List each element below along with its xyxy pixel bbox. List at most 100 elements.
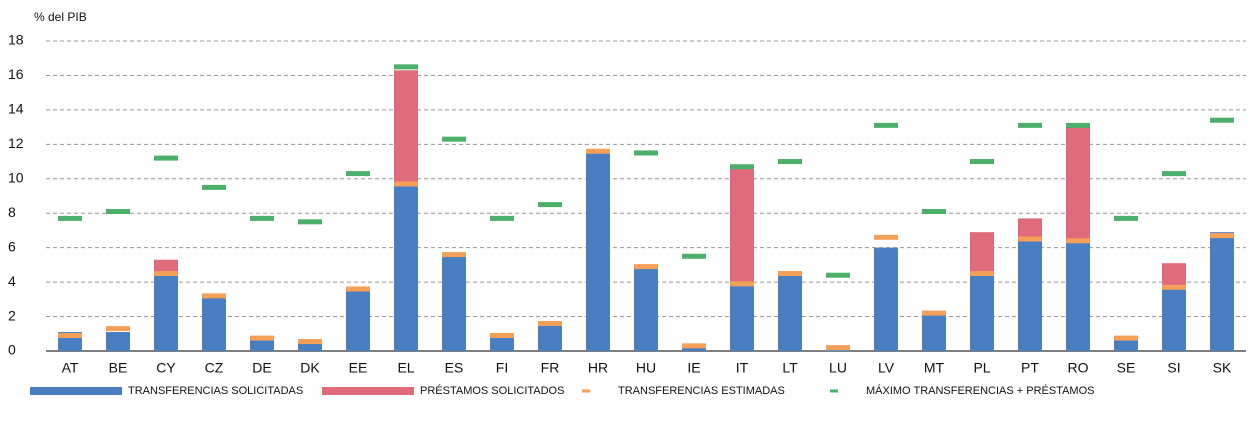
marker bbox=[490, 333, 514, 338]
y-tick-label: 8 bbox=[8, 204, 16, 220]
bar bbox=[442, 254, 466, 351]
legend-label: MÁXIMO TRANSFERENCIAS + PRÉSTAMOS bbox=[866, 384, 1095, 397]
bar bbox=[730, 168, 754, 284]
bar bbox=[1162, 287, 1186, 351]
y-tick-label: 16 bbox=[8, 66, 24, 82]
x-tick-label: SE bbox=[1117, 360, 1136, 376]
marker bbox=[538, 320, 562, 326]
x-tick-label: CZ bbox=[205, 360, 224, 376]
marker bbox=[106, 209, 130, 214]
bar bbox=[586, 151, 610, 351]
x-tick-label: HU bbox=[636, 360, 656, 376]
marker bbox=[250, 215, 274, 221]
legend-label: TRANSFERENCIAS ESTIMADAS bbox=[618, 385, 785, 397]
marker bbox=[442, 252, 466, 258]
x-tick-label: SK bbox=[1213, 360, 1232, 376]
marker bbox=[778, 271, 802, 276]
y-tick-label: 12 bbox=[8, 135, 24, 151]
marker bbox=[874, 122, 898, 128]
marker bbox=[922, 209, 946, 214]
y-tick-label: 6 bbox=[8, 238, 16, 254]
marker bbox=[874, 234, 898, 240]
marker bbox=[442, 136, 466, 142]
y-tick-label: 2 bbox=[8, 307, 16, 323]
x-tick-label: FR bbox=[541, 360, 560, 376]
legend-label: PRÉSTAMOS SOLICITADOS bbox=[420, 384, 564, 397]
marker bbox=[634, 150, 658, 156]
x-tick-label: IT bbox=[736, 360, 749, 376]
marker bbox=[1018, 236, 1042, 242]
bar bbox=[1066, 127, 1090, 241]
marker bbox=[682, 253, 706, 259]
marker bbox=[970, 159, 994, 165]
bar bbox=[106, 332, 130, 351]
bar bbox=[1018, 239, 1042, 351]
marker bbox=[970, 271, 994, 276]
y-tick-label: 0 bbox=[8, 342, 16, 358]
marker bbox=[586, 148, 610, 154]
marker bbox=[298, 339, 322, 345]
bar bbox=[1162, 263, 1186, 288]
x-tick-label: LU bbox=[829, 360, 847, 376]
bar bbox=[1066, 240, 1090, 351]
bar bbox=[490, 337, 514, 351]
marker bbox=[154, 155, 178, 161]
x-tick-label: FI bbox=[496, 360, 508, 376]
bar bbox=[1018, 218, 1042, 240]
bar bbox=[538, 323, 562, 351]
marker bbox=[922, 310, 946, 316]
bar bbox=[922, 313, 946, 351]
bar bbox=[634, 266, 658, 351]
y-tick-label: 18 bbox=[8, 32, 24, 48]
x-tick-label: IE bbox=[687, 360, 700, 376]
marker bbox=[826, 272, 850, 278]
x-tick-label: SI bbox=[1167, 360, 1180, 376]
bar bbox=[394, 70, 418, 184]
marker bbox=[826, 345, 850, 351]
bar bbox=[298, 342, 322, 351]
marker bbox=[58, 333, 82, 338]
y-axis-label: % del PIB bbox=[34, 10, 87, 24]
x-tick-label: MT bbox=[924, 360, 945, 376]
marker bbox=[538, 202, 562, 208]
marker bbox=[346, 171, 370, 177]
marker bbox=[202, 293, 226, 299]
marker bbox=[1066, 122, 1090, 128]
x-tick-label: AT bbox=[62, 360, 79, 376]
marker bbox=[250, 335, 274, 341]
bar bbox=[202, 295, 226, 351]
x-tick-label: HR bbox=[588, 360, 608, 376]
bar bbox=[154, 273, 178, 351]
legend-swatch bbox=[30, 387, 122, 395]
marker bbox=[106, 326, 130, 332]
marker bbox=[154, 271, 178, 276]
marker bbox=[394, 181, 418, 187]
bar bbox=[250, 338, 274, 351]
marker bbox=[1162, 284, 1186, 290]
legend-swatch bbox=[322, 387, 414, 395]
marker bbox=[394, 64, 418, 70]
bar bbox=[154, 259, 178, 274]
x-tick-label: LT bbox=[782, 360, 798, 376]
bar bbox=[1210, 232, 1234, 351]
marker bbox=[202, 184, 226, 190]
x-tick-label: ES bbox=[445, 360, 464, 376]
legend-label: TRANSFERENCIAS SOLICITADAS bbox=[128, 385, 303, 397]
bar bbox=[730, 283, 754, 351]
marker bbox=[730, 281, 754, 287]
bar bbox=[394, 183, 418, 351]
legend-swatch bbox=[582, 389, 590, 393]
marker bbox=[346, 286, 370, 292]
marker bbox=[778, 159, 802, 165]
marker bbox=[1066, 238, 1090, 244]
x-tick-label: PL bbox=[973, 360, 990, 376]
marker bbox=[1018, 122, 1042, 128]
bar bbox=[346, 290, 370, 351]
x-tick-label: EE bbox=[349, 360, 368, 376]
x-tick-label: DE bbox=[252, 360, 271, 376]
marker bbox=[1210, 117, 1234, 123]
bar bbox=[1114, 338, 1138, 351]
bar bbox=[778, 273, 802, 351]
marker bbox=[58, 215, 82, 221]
